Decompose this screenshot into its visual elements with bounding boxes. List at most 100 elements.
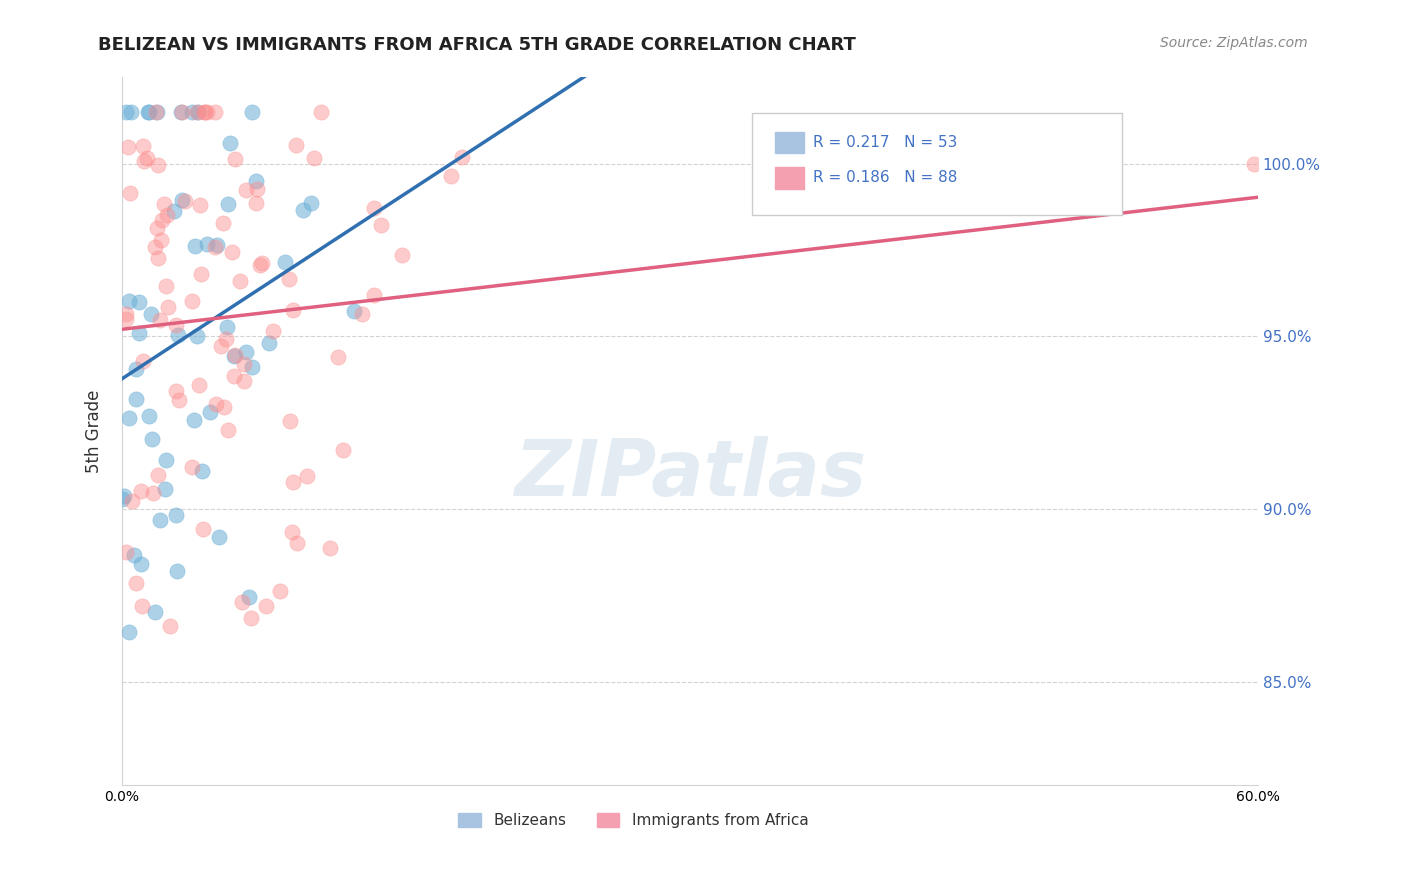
Point xyxy=(155,453,177,467)
Point xyxy=(439,169,461,183)
Point xyxy=(170,105,193,120)
Point xyxy=(115,312,138,326)
Point xyxy=(295,469,318,483)
Point xyxy=(326,350,349,364)
Point xyxy=(138,105,160,120)
Point xyxy=(181,294,204,309)
Bar xyxy=(775,168,803,188)
Point xyxy=(141,433,163,447)
Point xyxy=(195,236,218,251)
Point xyxy=(146,467,169,482)
Point xyxy=(222,369,245,384)
Point xyxy=(163,204,186,219)
Point xyxy=(143,605,166,619)
Point xyxy=(229,274,252,288)
Point xyxy=(135,151,157,165)
Point xyxy=(233,357,256,371)
Point xyxy=(166,564,188,578)
Point xyxy=(170,105,193,120)
Point xyxy=(278,414,301,428)
Point xyxy=(125,361,148,376)
Point xyxy=(217,424,239,438)
Point xyxy=(180,460,202,475)
Point xyxy=(118,294,141,309)
Point xyxy=(156,208,179,222)
Point xyxy=(391,248,413,262)
Point xyxy=(217,196,239,211)
Point xyxy=(193,105,215,120)
Point xyxy=(118,624,141,639)
Point xyxy=(138,409,160,423)
Point xyxy=(194,105,217,120)
Point xyxy=(167,328,190,343)
Point xyxy=(246,182,269,196)
Point xyxy=(257,336,280,351)
Point xyxy=(195,105,218,120)
Point xyxy=(131,557,153,571)
Text: BELIZEAN VS IMMIGRANTS FROM AFRICA 5TH GRADE CORRELATION CHART: BELIZEAN VS IMMIGRANTS FROM AFRICA 5TH G… xyxy=(98,36,856,54)
Point xyxy=(284,137,307,152)
Point xyxy=(141,307,163,321)
Point xyxy=(149,312,172,326)
Point xyxy=(198,405,221,419)
Point xyxy=(153,482,176,496)
Point xyxy=(209,339,232,353)
Point xyxy=(262,324,284,338)
Point xyxy=(224,348,246,362)
Point xyxy=(204,105,226,120)
Point xyxy=(1243,157,1265,171)
Point xyxy=(117,139,139,153)
Point xyxy=(205,238,228,252)
Point xyxy=(208,531,231,545)
Point xyxy=(240,610,263,624)
Legend: Belizeans, Immigrants from Africa: Belizeans, Immigrants from Africa xyxy=(451,806,814,834)
Point xyxy=(238,590,260,604)
Point xyxy=(188,198,211,212)
Point xyxy=(159,619,181,633)
Point xyxy=(125,576,148,591)
Point xyxy=(204,240,226,254)
Point xyxy=(146,158,169,172)
Point xyxy=(211,216,233,230)
Point xyxy=(278,272,301,286)
Text: R = 0.186   N = 88: R = 0.186 N = 88 xyxy=(813,170,957,186)
Point xyxy=(190,464,212,478)
Point xyxy=(183,413,205,427)
Point xyxy=(184,239,207,253)
Point xyxy=(292,203,315,218)
Point xyxy=(131,484,153,499)
Point xyxy=(250,256,273,270)
Point xyxy=(174,194,197,209)
Point xyxy=(115,307,138,321)
Point xyxy=(186,329,208,343)
Point xyxy=(145,240,167,254)
Text: R = 0.217   N = 53: R = 0.217 N = 53 xyxy=(813,135,957,150)
Point xyxy=(155,279,177,293)
Point xyxy=(245,174,267,188)
Point xyxy=(450,150,472,164)
Point xyxy=(231,595,253,609)
Point xyxy=(215,320,238,334)
Point xyxy=(222,349,245,363)
Bar xyxy=(775,132,803,153)
Point xyxy=(363,201,385,215)
Point xyxy=(240,105,263,120)
Point xyxy=(136,105,159,120)
Point xyxy=(131,138,153,153)
Point xyxy=(269,584,291,599)
Text: ZIPatlas: ZIPatlas xyxy=(513,435,866,512)
Point xyxy=(332,443,354,458)
Point xyxy=(131,354,153,368)
Point xyxy=(274,255,297,269)
Point xyxy=(153,196,176,211)
Point xyxy=(214,332,236,346)
Point xyxy=(240,360,263,375)
Point xyxy=(186,105,208,120)
Point xyxy=(114,105,136,120)
Point xyxy=(212,401,235,415)
Point xyxy=(134,154,156,169)
Point xyxy=(131,599,153,614)
Y-axis label: 5th Grade: 5th Grade xyxy=(86,390,103,473)
Point xyxy=(112,489,135,503)
Point xyxy=(254,599,277,614)
